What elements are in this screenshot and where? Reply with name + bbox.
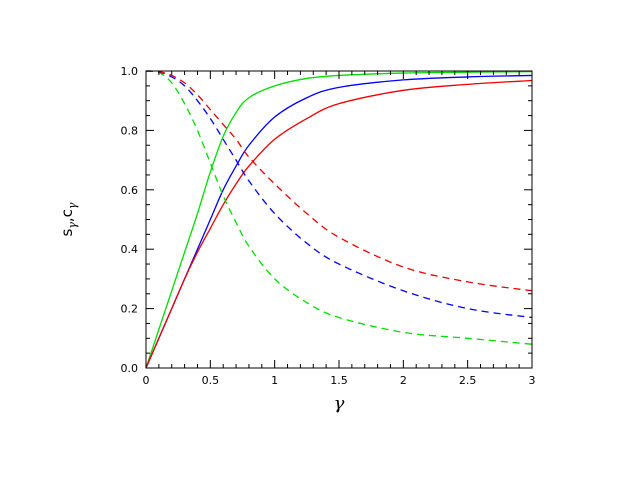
series-line-1 — [145, 70, 533, 369]
x-tick-label: 1.5 — [330, 374, 348, 387]
series-line-5 — [145, 70, 533, 319]
y-tick-label: 0.4 — [121, 243, 139, 256]
x-tick-label: 3 — [529, 374, 536, 387]
series-line-4 — [145, 70, 533, 345]
x-tick-label: 1 — [271, 374, 278, 387]
y-axis-ticks: 0.0 0.2 0.4 0.6 0.8 1.0 — [121, 65, 532, 375]
y-axis-label-part: ,c — [58, 209, 76, 222]
y-axis-label-subscript: γ — [66, 202, 79, 209]
x-axis-ticks: 0 0.5 1 1.5 2 2.5 3 — [143, 71, 536, 387]
x-tick-label: 2 — [400, 374, 407, 387]
y-tick-label: 0.2 — [121, 303, 139, 316]
y-axis-label-part: s — [58, 229, 76, 237]
y-tick-label: 0.0 — [121, 362, 139, 375]
y-tick-label: 0.6 — [121, 184, 139, 197]
plot-frame — [145, 70, 533, 369]
y-tick-label: 1.0 — [121, 65, 139, 78]
x-tick-label: 0.5 — [202, 374, 220, 387]
series-line-3 — [145, 79, 533, 369]
x-axis-label: γ — [334, 393, 345, 414]
x-tick-label: 0 — [143, 374, 150, 387]
series-layer — [145, 70, 533, 369]
series-line-6 — [145, 70, 533, 292]
y-axis-label-subscript: γ — [66, 222, 79, 229]
y-axis-label: sγ,cγ — [58, 202, 79, 236]
x-tick-label: 2.5 — [459, 374, 477, 387]
y-tick-label: 0.8 — [121, 124, 139, 137]
series-line-2 — [145, 74, 533, 369]
